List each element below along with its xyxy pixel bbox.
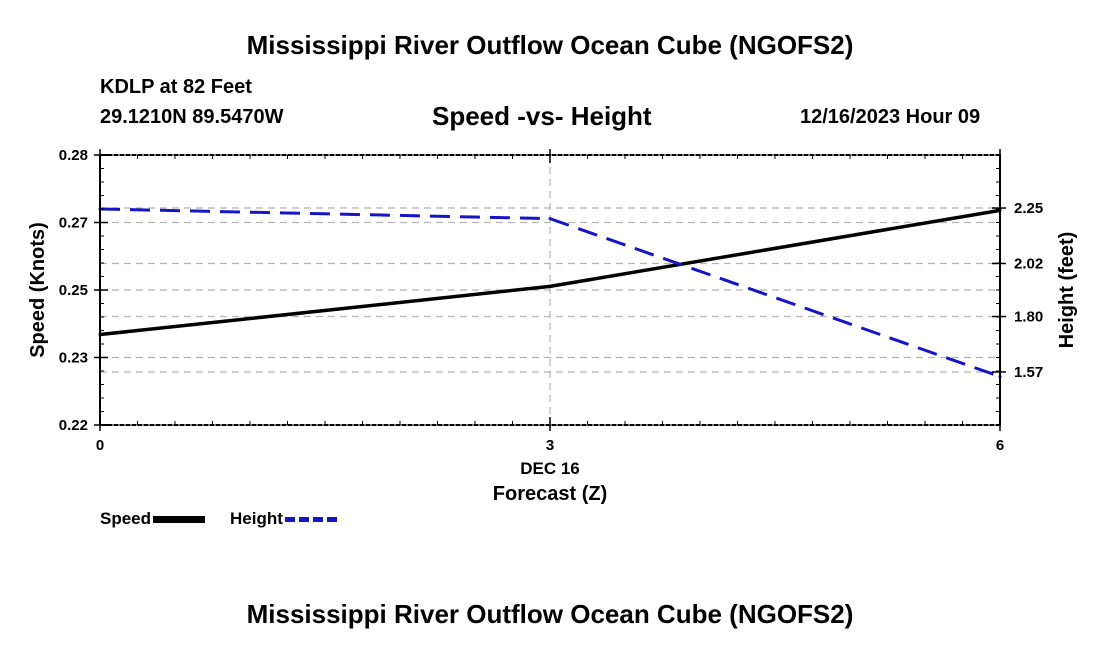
station-label: KDLP at 82 Feet <box>100 76 252 98</box>
station-coordinates: 29.1210N 89.5470W <box>100 106 284 128</box>
chart-title-bottom: Mississippi River Outflow Ocean Cube (NG… <box>246 599 854 629</box>
y-right-tick-label: 2.25 <box>1014 200 1043 217</box>
y-left-tick-label: 0.28 <box>59 147 88 164</box>
y-right-tick-label: 1.80 <box>1014 309 1043 326</box>
legend-height: Height <box>230 509 337 529</box>
y-left-tick-label: 0.25 <box>59 282 88 299</box>
axis-layer: 0.22 0.23 0.25 0.27 0.28 1.57 1.80 2.02 2.25 0 3 6 <box>59 147 1043 454</box>
y-left-tick-label: 0.23 <box>59 350 88 367</box>
chart-title-top: Mississippi River Outflow Ocean Cube (NG… <box>246 30 854 60</box>
legend-speed-swatch <box>153 515 206 523</box>
series-point-height <box>548 217 552 221</box>
legend-speed-label: Speed <box>100 509 152 528</box>
x-axis-label: Forecast (Z) <box>493 483 607 505</box>
forecast-datetime: 12/16/2023 Hour 09 <box>800 106 981 128</box>
x-tick-label: 6 <box>996 437 1004 454</box>
x-tick-label: 3 <box>546 437 554 454</box>
series-point-speed <box>548 284 552 288</box>
y-right-tick-label: 2.02 <box>1014 255 1043 272</box>
chart-subtitle: Speed -vs- Height <box>432 101 652 131</box>
y-left-tick-label: 0.22 <box>59 417 88 434</box>
y-axis-right-label: Height (feet) <box>1056 232 1078 349</box>
grid-layer <box>100 155 1000 425</box>
y-left-tick-label: 0.27 <box>59 215 88 232</box>
y-axis-left-label: Speed (Knots) <box>27 222 49 358</box>
y-right-tick-label: 1.57 <box>1014 364 1043 381</box>
x-axis-date-label: DEC 16 <box>520 459 580 478</box>
x-tick-label: 0 <box>96 437 104 454</box>
legend-height-label: Height <box>230 509 283 528</box>
legend-speed: Speed <box>100 509 206 529</box>
legend-height-swatch <box>284 516 337 522</box>
